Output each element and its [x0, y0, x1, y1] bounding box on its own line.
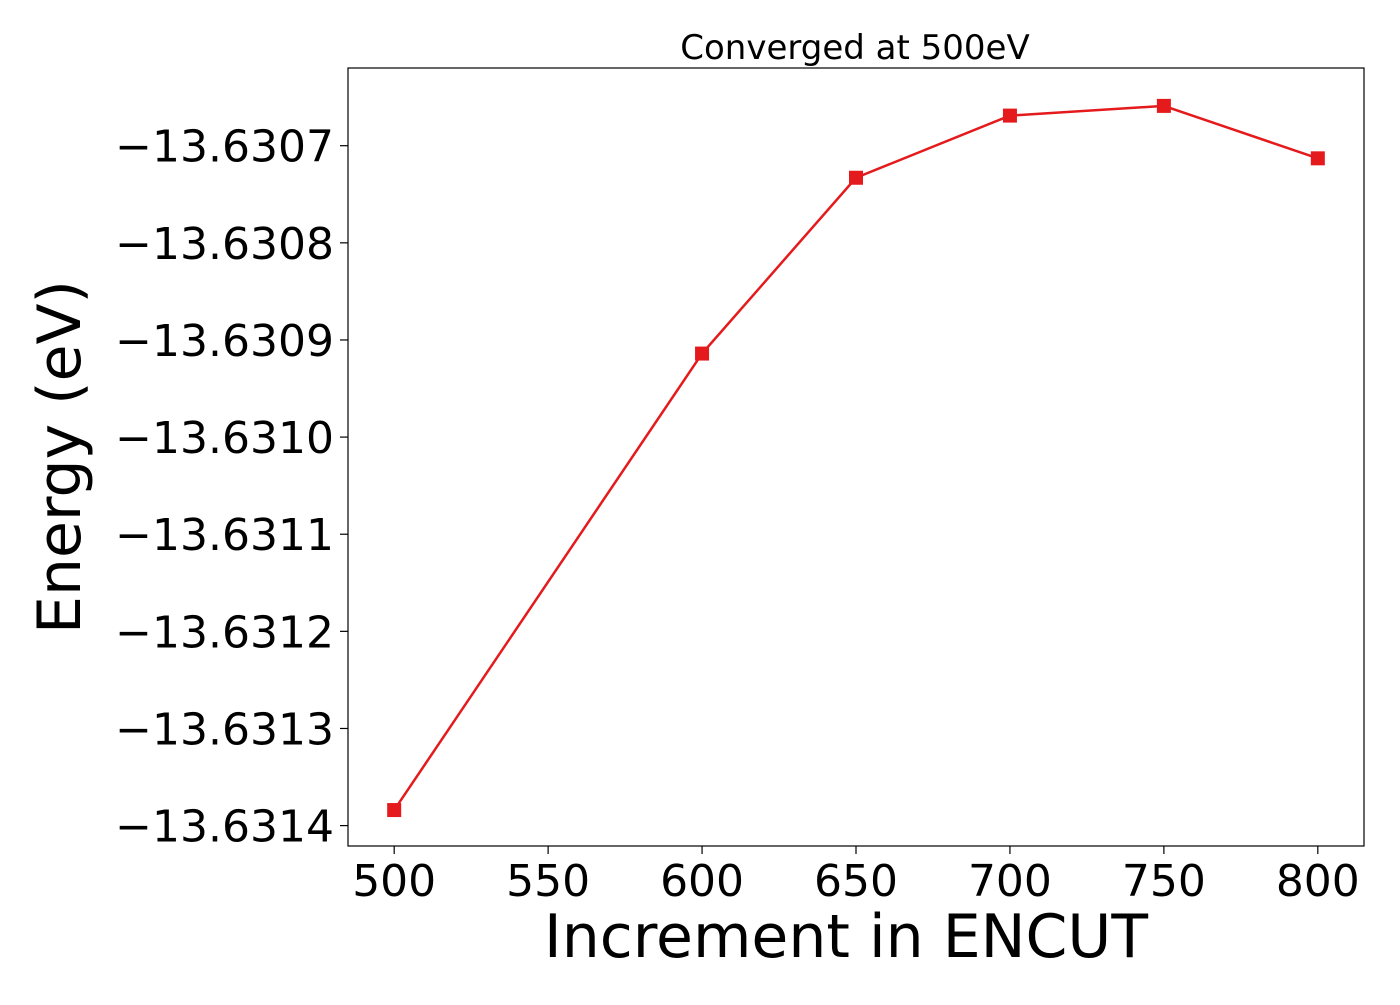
- y-tick-label: −13.6309: [115, 316, 334, 367]
- y-tick-label: −13.6311: [115, 510, 334, 561]
- y-axis-label: Energy (eV): [25, 280, 95, 634]
- x-tick-label: 500: [352, 856, 436, 907]
- x-axis-ticks: 500 550 600 650 700 750 800: [352, 846, 1360, 907]
- series-line: [393, 104, 1319, 811]
- x-tick-label: 650: [814, 856, 898, 907]
- data-point-marker: [1002, 108, 1017, 123]
- y-tick-label: −13.6307: [115, 122, 334, 173]
- series-layer: [387, 98, 1325, 818]
- y-tick-label: −13.6310: [115, 413, 334, 464]
- data-point-marker: [387, 803, 402, 818]
- y-tick-label: −13.6313: [115, 704, 334, 755]
- x-tick-label: 750: [1122, 856, 1206, 907]
- x-tick-label: 800: [1276, 856, 1360, 907]
- x-axis-label: Increment in ENCUT: [544, 902, 1148, 972]
- y-tick-label: −13.6314: [115, 802, 334, 853]
- data-point-marker: [1310, 151, 1325, 166]
- data-point-marker: [695, 346, 710, 361]
- x-tick-label: 700: [968, 856, 1052, 907]
- data-point-marker: [1156, 98, 1171, 113]
- plot-frame: [347, 67, 1365, 847]
- x-tick-label: 600: [660, 856, 744, 907]
- y-tick-label: −13.6312: [115, 607, 334, 658]
- x-tick-label: 550: [506, 856, 590, 907]
- chart-title: Converged at 500eV: [680, 28, 1029, 68]
- y-tick-label: −13.6308: [115, 219, 334, 270]
- y-axis-ticks: −13.6307 −13.6308 −13.6309 −13.6310 −13.6311…: [115, 122, 348, 853]
- data-point-marker: [849, 170, 863, 185]
